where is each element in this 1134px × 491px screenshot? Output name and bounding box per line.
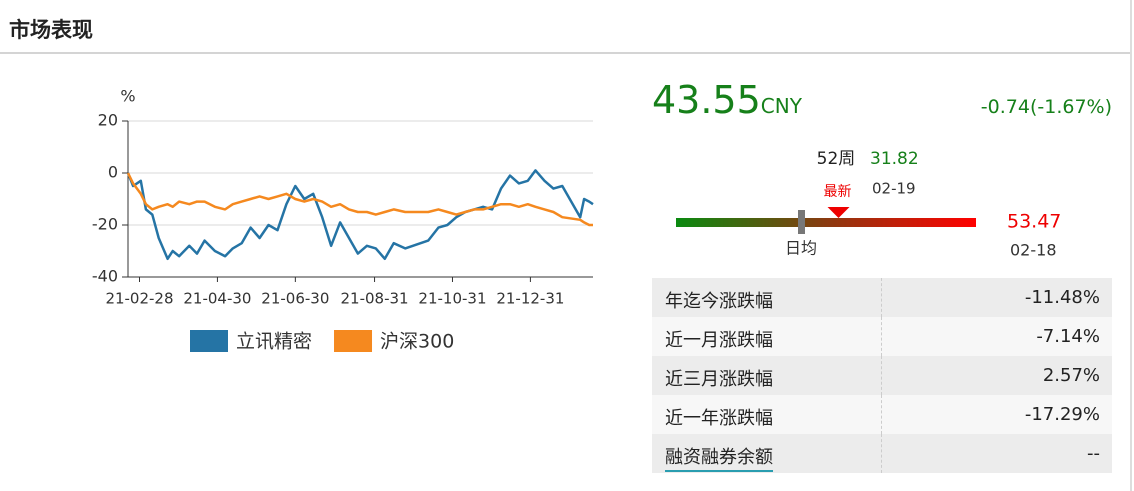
table-row: 近三月涨跌幅 2.57% (652, 356, 1112, 395)
price-change: -0.74(-1.67%) (980, 96, 1112, 118)
low-date: 02-19 (872, 180, 916, 198)
header-bar (0, 0, 1131, 54)
latest-marker (827, 207, 850, 218)
legend-label: 沪深300 (380, 331, 454, 353)
row-label: 近三月涨跌幅 (665, 369, 773, 390)
high-value: 53.47 (1007, 211, 1061, 233)
row-value: -- (1087, 443, 1100, 464)
table-row: 融资融券余额 -- (652, 434, 1112, 473)
cell-divider (881, 434, 882, 473)
x-tick-label: 21-10-31 (418, 290, 486, 308)
stats-table: 年迄今涨跌幅 -11.48% 近一月涨跌幅 -7.14% 近三月涨跌幅 2.57% 近一年涨… (652, 278, 1112, 473)
table-row: 近一年涨跌幅 -17.29% (652, 395, 1112, 434)
row-value: -11.48% (1024, 287, 1100, 308)
currency: CNY (760, 94, 802, 118)
cell-divider (881, 356, 882, 395)
cell-divider (881, 278, 882, 317)
average-marker (798, 210, 805, 234)
cell-divider (881, 395, 882, 434)
series-line (126, 169, 594, 261)
line-chart: % 20 0 -20 -40 21-02-28 21-04-30 21-06-30 21-08… (92, 87, 594, 353)
y-tick-label: 20 (98, 111, 118, 130)
range-label: 52周 (817, 149, 856, 169)
row-label: 近一年涨跌幅 (665, 408, 773, 429)
y-tick-label: -20 (92, 215, 118, 234)
x-tick-label: 21-02-28 (105, 290, 173, 308)
legend-swatch (190, 330, 228, 352)
price-block: 43.55CNY (652, 78, 802, 122)
row-label: 年迄今涨跌幅 (665, 291, 773, 312)
low-value: 31.82 (870, 149, 919, 169)
table-row: 年迄今涨跌幅 -11.48% (652, 278, 1112, 317)
x-tick-label: 21-12-31 (496, 290, 564, 308)
y-tick-label: -40 (92, 267, 118, 286)
row-label: 近一月涨跌幅 (665, 330, 773, 351)
range-widget: 52周 31.82 02-19 最新 日均 53.47 02-18 (676, 149, 1061, 260)
right-border (1130, 0, 1132, 491)
row-value: -17.29% (1024, 404, 1100, 425)
row-value: 2.57% (1042, 365, 1100, 386)
legend-swatch (334, 330, 373, 352)
y-unit: % (120, 87, 135, 106)
row-link[interactable]: 融资融券余额 (665, 443, 773, 472)
row-value: -7.14% (1036, 326, 1100, 347)
range-bar (676, 218, 976, 227)
series-line (126, 172, 593, 227)
high-date: 02-18 (1010, 241, 1057, 260)
x-tick-label: 21-04-30 (183, 290, 251, 308)
price: 43.55 (652, 78, 761, 122)
cell-divider (881, 317, 882, 356)
x-tick-label: 21-06-30 (261, 290, 329, 308)
table-row: 近一月涨跌幅 -7.14% (652, 317, 1112, 356)
legend-label: 立讯精密 (236, 331, 312, 353)
y-tick-label: 0 (108, 163, 118, 182)
average-label: 日均 (785, 239, 817, 258)
x-tick-label: 21-08-31 (341, 290, 409, 308)
latest-label: 最新 (824, 184, 852, 200)
section-title: 市场表现 (9, 18, 93, 42)
